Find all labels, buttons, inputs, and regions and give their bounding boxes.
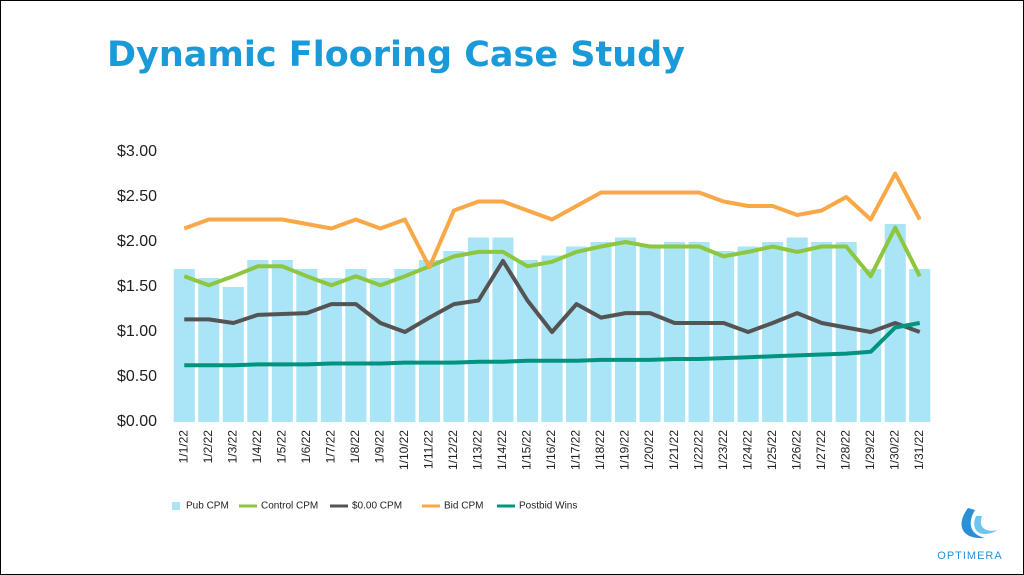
bar — [909, 269, 931, 422]
bar — [688, 242, 710, 422]
line — [184, 321, 921, 368]
x-tick-label: 1/11/22 — [422, 430, 436, 469]
bar — [541, 255, 563, 422]
bar — [173, 269, 195, 422]
x-tick-label: 1/22/22 — [691, 430, 705, 470]
x-tick-label: 1/3/22 — [225, 430, 239, 464]
legend-swatch — [172, 502, 180, 510]
bar — [222, 287, 244, 422]
x-tick-label: 1/30/22 — [887, 430, 901, 470]
bar — [271, 260, 293, 422]
line — [183, 171, 922, 270]
x-tick-label: 1/23/22 — [716, 430, 730, 470]
x-tick-label: 1/26/22 — [789, 430, 803, 470]
legend-label: Bid CPM — [444, 501, 483, 512]
x-tick-label: 1/19/22 — [618, 430, 632, 470]
legend-label: Control CPM — [261, 501, 318, 512]
bar — [443, 251, 465, 422]
y-tick-label: $2.50 — [117, 188, 157, 205]
line — [183, 225, 922, 288]
x-tick-label: 1/31/22 — [912, 430, 926, 470]
bar — [786, 237, 808, 422]
x-tick-label: 1/28/22 — [838, 430, 852, 470]
x-tick-label: 1/12/22 — [446, 430, 460, 470]
bar — [835, 242, 857, 422]
bar — [516, 260, 539, 422]
bar — [565, 246, 588, 422]
x-tick-label: 1/10/22 — [397, 430, 411, 470]
bar — [664, 242, 686, 422]
bar — [467, 237, 489, 422]
x-tick-label: 1/9/22 — [373, 430, 387, 464]
bar — [639, 246, 661, 422]
bar — [198, 278, 220, 422]
x-tick-label: 1/15/22 — [520, 430, 534, 470]
x-tick-label: 1/13/22 — [471, 430, 485, 470]
bar — [418, 260, 440, 422]
x-tick-label: 1/16/22 — [544, 430, 558, 470]
y-tick-label: $3.00 — [117, 143, 157, 160]
x-tick-label: 1/18/22 — [593, 430, 607, 470]
x-tick-label: 1/6/22 — [299, 430, 313, 464]
y-tick-label: $0.50 — [117, 368, 157, 385]
bar — [590, 242, 612, 422]
bar — [369, 278, 391, 422]
x-tick-label: 1/29/22 — [863, 430, 877, 470]
x-tick-label: 1/20/22 — [642, 430, 656, 470]
x-tick-label: 1/7/22 — [324, 430, 338, 464]
x-tick-label: 1/8/22 — [348, 430, 362, 464]
logo-mark — [961, 508, 998, 539]
slide-title: Dynamic Flooring Case Study — [107, 35, 685, 75]
bar — [615, 237, 637, 422]
logo-text: OPTIMERA — [937, 550, 1002, 562]
x-tick-label: 1/25/22 — [765, 430, 779, 470]
x-tick-label: 1/24/22 — [740, 430, 754, 470]
bar — [320, 278, 342, 422]
x-tick-label: 1/14/22 — [495, 430, 509, 470]
y-tick-label: $1.00 — [117, 323, 157, 340]
bar — [737, 246, 759, 422]
bar — [860, 269, 882, 422]
line — [184, 258, 921, 334]
bar — [811, 242, 833, 422]
x-tick-label: 1/5/22 — [274, 430, 288, 464]
legend-label: Postbid Wins — [519, 501, 577, 512]
x-tick-label: 1/17/22 — [569, 430, 583, 470]
x-tick-label: 1/2/22 — [201, 430, 215, 464]
bar — [247, 260, 269, 422]
bar — [394, 269, 416, 422]
bar — [296, 269, 318, 422]
legend-label: Pub CPM — [186, 501, 229, 512]
bar — [492, 237, 514, 422]
y-tick-label: $2.00 — [117, 233, 157, 250]
y-tick-label: $1.50 — [117, 278, 157, 295]
bar — [713, 251, 735, 422]
bar — [762, 242, 784, 422]
x-tick-label: 1/27/22 — [814, 430, 828, 470]
x-tick-label: 1/4/22 — [250, 430, 264, 464]
bar — [345, 269, 367, 422]
legend-label: $0.00 CPM — [352, 501, 402, 512]
y-tick-label: $0.00 — [117, 413, 157, 430]
x-tick-label: 1/1/22 — [176, 430, 190, 464]
x-tick-label: 1/21/22 — [667, 430, 681, 470]
